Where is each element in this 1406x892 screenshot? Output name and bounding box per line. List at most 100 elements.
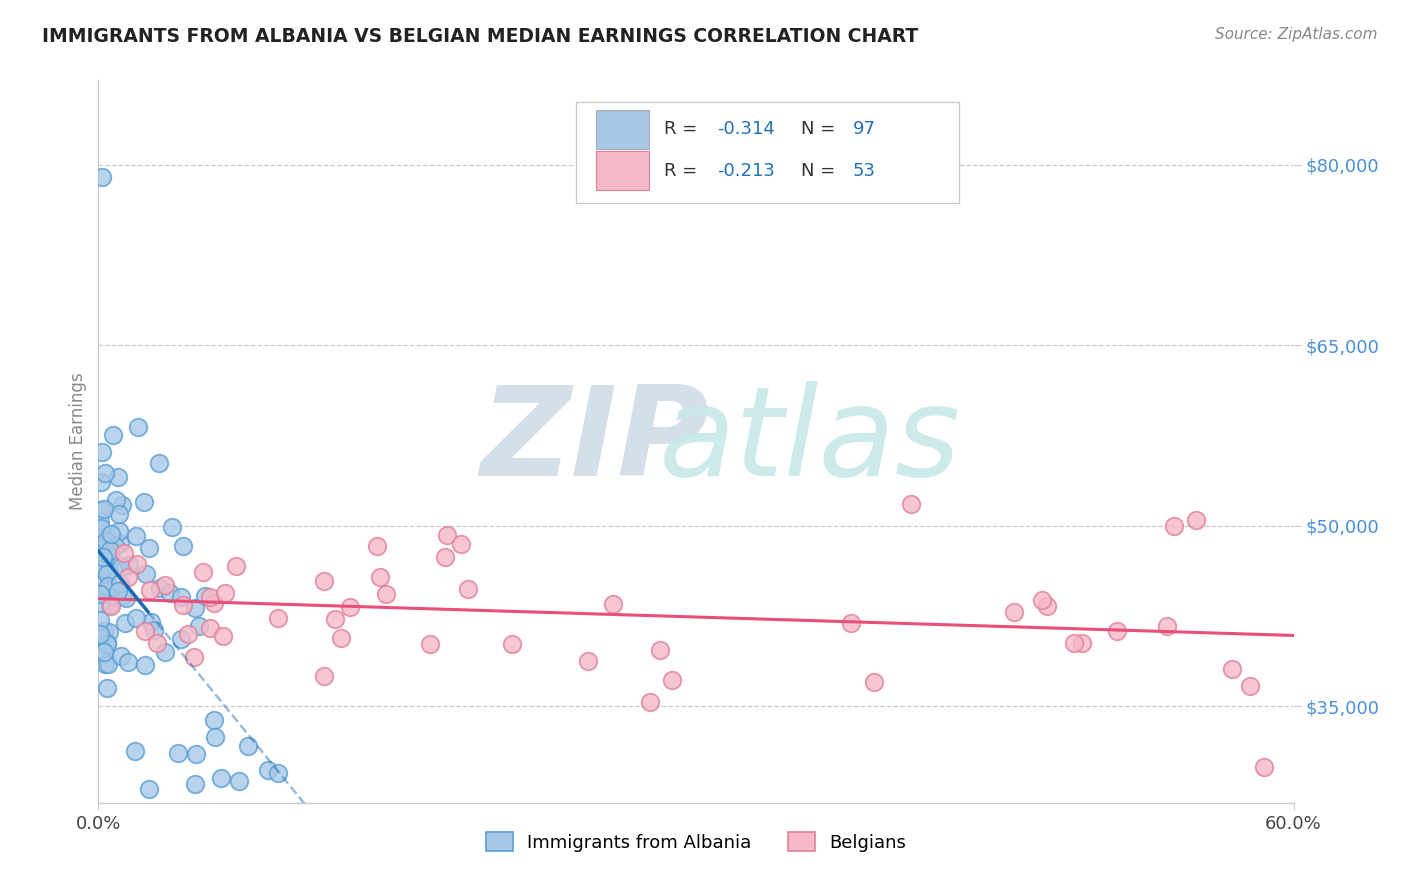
Point bbox=[202, 713, 225, 727]
Point bbox=[149, 581, 172, 595]
Point bbox=[96, 681, 118, 695]
Point bbox=[110, 576, 132, 591]
Point bbox=[108, 524, 131, 538]
Point bbox=[1184, 513, 1206, 527]
Point bbox=[457, 582, 479, 596]
Point bbox=[212, 629, 235, 643]
Point bbox=[89, 587, 111, 601]
Point bbox=[314, 574, 336, 588]
Text: N =: N = bbox=[801, 120, 841, 138]
FancyBboxPatch shape bbox=[596, 110, 650, 149]
Point bbox=[172, 598, 194, 612]
Point bbox=[155, 645, 177, 659]
Point bbox=[93, 645, 115, 659]
Point bbox=[97, 657, 120, 671]
Point bbox=[100, 591, 122, 605]
Point bbox=[97, 579, 120, 593]
Point bbox=[1105, 624, 1128, 639]
Point bbox=[96, 637, 118, 651]
Point bbox=[433, 549, 456, 564]
Point bbox=[89, 631, 111, 645]
Point bbox=[127, 420, 149, 434]
Point bbox=[108, 507, 131, 521]
Point bbox=[576, 654, 599, 668]
Point bbox=[1156, 619, 1178, 633]
Point bbox=[146, 636, 169, 650]
Point bbox=[108, 535, 131, 549]
Point bbox=[114, 615, 136, 630]
Point bbox=[648, 643, 671, 657]
Point bbox=[139, 583, 162, 598]
Point bbox=[160, 520, 183, 534]
Point bbox=[117, 655, 139, 669]
Point bbox=[225, 558, 247, 573]
Point bbox=[89, 562, 111, 576]
Legend: Immigrants from Albania, Belgians: Immigrants from Albania, Belgians bbox=[478, 825, 914, 859]
Point bbox=[366, 539, 388, 553]
Point bbox=[450, 537, 472, 551]
Point bbox=[111, 498, 134, 512]
Point bbox=[90, 445, 112, 459]
Point bbox=[135, 567, 157, 582]
Point bbox=[602, 597, 624, 611]
Point bbox=[98, 564, 121, 578]
Point bbox=[1036, 599, 1059, 613]
Point bbox=[89, 514, 111, 528]
Point bbox=[312, 669, 335, 683]
Point bbox=[111, 590, 134, 604]
Point bbox=[125, 529, 148, 543]
Point bbox=[103, 427, 125, 442]
Point bbox=[257, 763, 280, 777]
Point bbox=[330, 631, 353, 645]
Point bbox=[1163, 518, 1185, 533]
Point bbox=[127, 558, 149, 572]
Point bbox=[138, 541, 160, 555]
Point bbox=[89, 613, 111, 627]
Point bbox=[143, 624, 166, 638]
Point bbox=[112, 546, 135, 560]
Point bbox=[187, 619, 209, 633]
Point bbox=[105, 493, 128, 508]
Point bbox=[134, 494, 156, 508]
Point bbox=[124, 744, 146, 758]
Point bbox=[139, 615, 162, 630]
Point bbox=[638, 695, 661, 709]
Point bbox=[186, 747, 208, 761]
Point bbox=[91, 642, 114, 657]
Point bbox=[228, 773, 250, 788]
Point bbox=[125, 611, 148, 625]
Point bbox=[193, 565, 215, 579]
Point bbox=[91, 575, 114, 590]
Point bbox=[100, 599, 122, 613]
Point bbox=[214, 586, 236, 600]
Point bbox=[107, 470, 129, 484]
Point bbox=[98, 543, 121, 558]
Point bbox=[90, 533, 112, 548]
Text: 97: 97 bbox=[852, 120, 876, 138]
Point bbox=[177, 627, 200, 641]
Point bbox=[368, 570, 391, 584]
Y-axis label: Median Earnings: Median Earnings bbox=[69, 373, 87, 510]
Point bbox=[89, 541, 111, 556]
Point bbox=[96, 546, 118, 560]
Point bbox=[97, 625, 120, 640]
Text: -0.213: -0.213 bbox=[717, 161, 775, 179]
Point bbox=[1031, 593, 1053, 607]
Point bbox=[155, 578, 177, 592]
Point bbox=[115, 591, 138, 606]
Point bbox=[172, 540, 194, 554]
Point bbox=[93, 657, 115, 671]
Point bbox=[339, 599, 361, 614]
Point bbox=[118, 558, 141, 572]
Point bbox=[194, 590, 217, 604]
Text: R =: R = bbox=[664, 120, 703, 138]
Point bbox=[1253, 760, 1275, 774]
Text: R =: R = bbox=[664, 161, 703, 179]
Point bbox=[236, 739, 259, 754]
Point bbox=[96, 566, 118, 581]
Point bbox=[98, 598, 121, 612]
Text: -0.314: -0.314 bbox=[717, 120, 775, 138]
Text: IMMIGRANTS FROM ALBANIA VS BELGIAN MEDIAN EARNINGS CORRELATION CHART: IMMIGRANTS FROM ALBANIA VS BELGIAN MEDIA… bbox=[42, 27, 918, 45]
Text: 53: 53 bbox=[852, 161, 876, 179]
Point bbox=[1239, 679, 1261, 693]
